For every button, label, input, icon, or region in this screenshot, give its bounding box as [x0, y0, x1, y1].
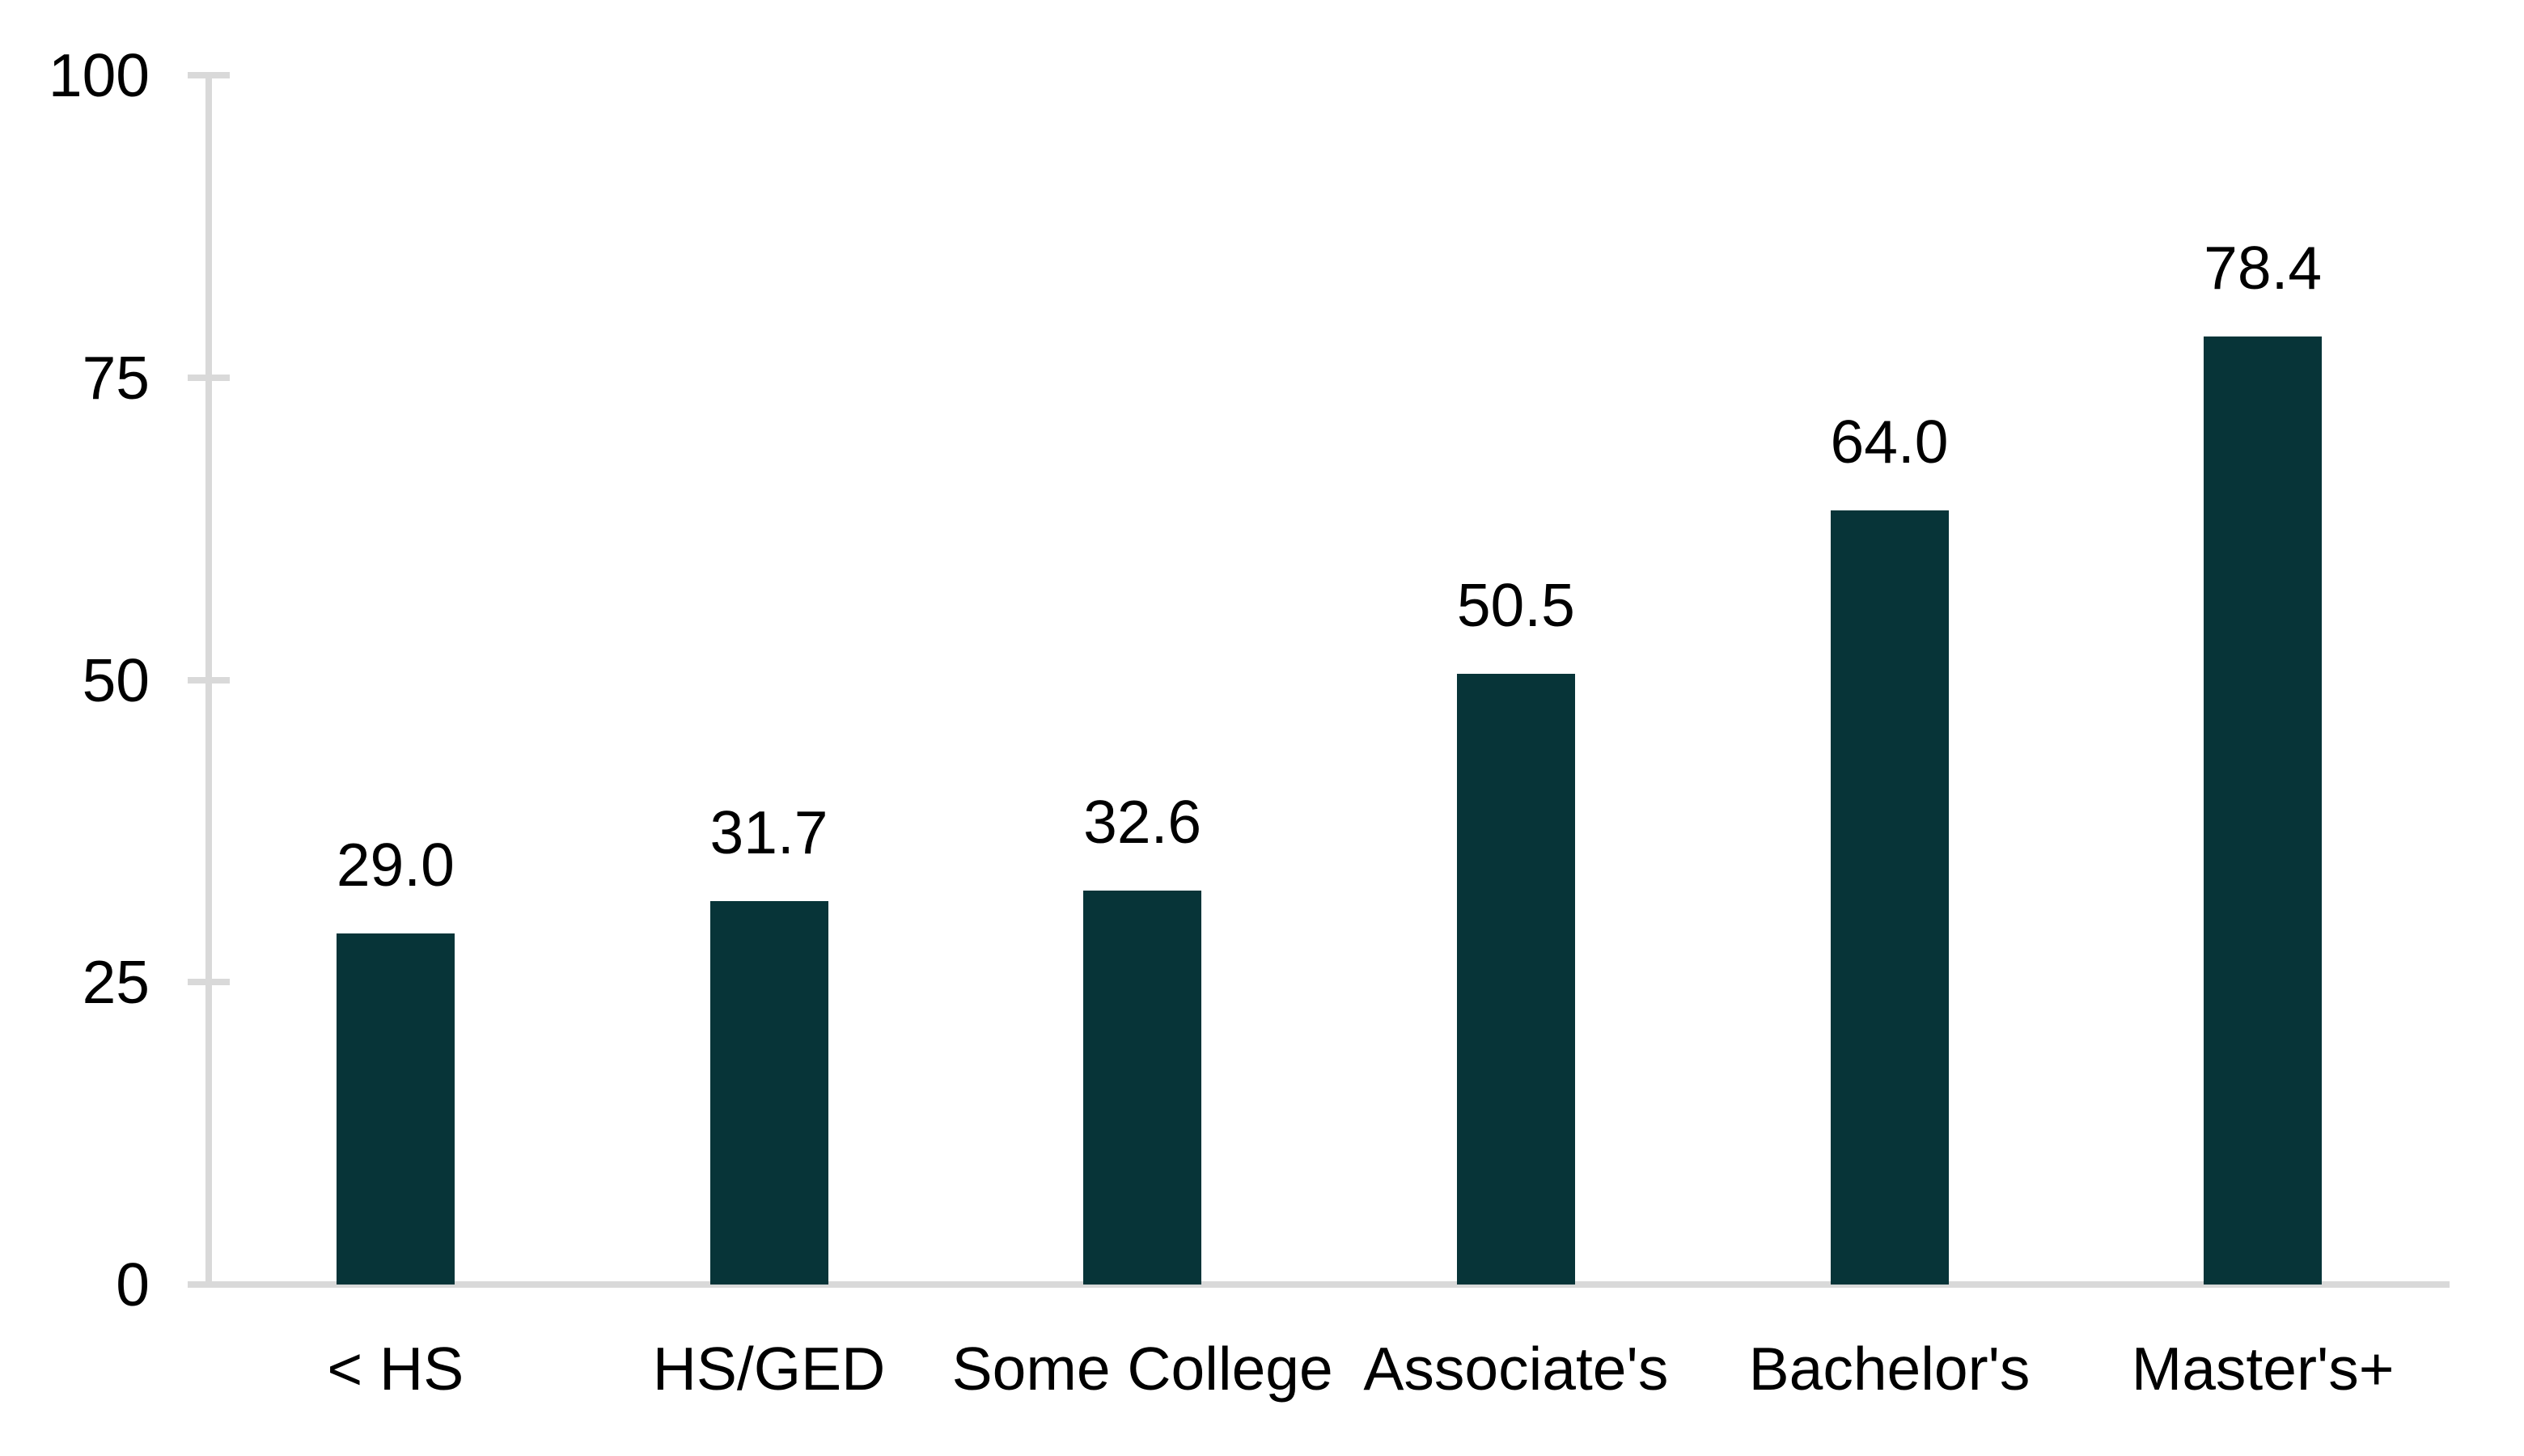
- y-axis-tick: [188, 374, 230, 381]
- data-label: 64.0: [1830, 408, 1949, 476]
- data-label: 31.7: [709, 798, 828, 867]
- y-axis-tick-label: 25: [82, 948, 150, 1017]
- data-label: 32.6: [1083, 787, 1202, 856]
- y-axis-tick: [188, 979, 230, 986]
- bar: [1830, 510, 1949, 1285]
- x-axis-category-label: Master's+: [2131, 1335, 2395, 1403]
- data-label: 50.5: [1456, 571, 1575, 640]
- x-axis-category-label: Some College: [951, 1335, 1333, 1403]
- bar: [336, 933, 455, 1285]
- x-axis-category-label: Bachelor's: [1748, 1335, 2031, 1403]
- y-axis-tick-label: 100: [48, 41, 150, 109]
- x-axis-category-label: < HS: [327, 1335, 464, 1403]
- x-axis-baseline: [188, 1281, 2450, 1288]
- x-axis-category-label: Associate's: [1363, 1335, 1669, 1403]
- data-label: 78.4: [2204, 233, 2323, 302]
- y-axis-tick-label: 75: [82, 343, 150, 412]
- y-axis-tick: [188, 72, 230, 78]
- x-axis-category-label: HS/GED: [652, 1335, 886, 1403]
- bar: [1456, 674, 1575, 1285]
- y-axis-tick: [188, 676, 230, 684]
- bar: [2204, 336, 2323, 1285]
- bar: [709, 901, 828, 1285]
- y-axis-tick-label: 0: [116, 1251, 150, 1318]
- y-axis-tick-label: 50: [82, 645, 150, 714]
- data-label: 29.0: [336, 831, 455, 899]
- bar: [1083, 890, 1202, 1285]
- y-axis-tick: [188, 1281, 230, 1288]
